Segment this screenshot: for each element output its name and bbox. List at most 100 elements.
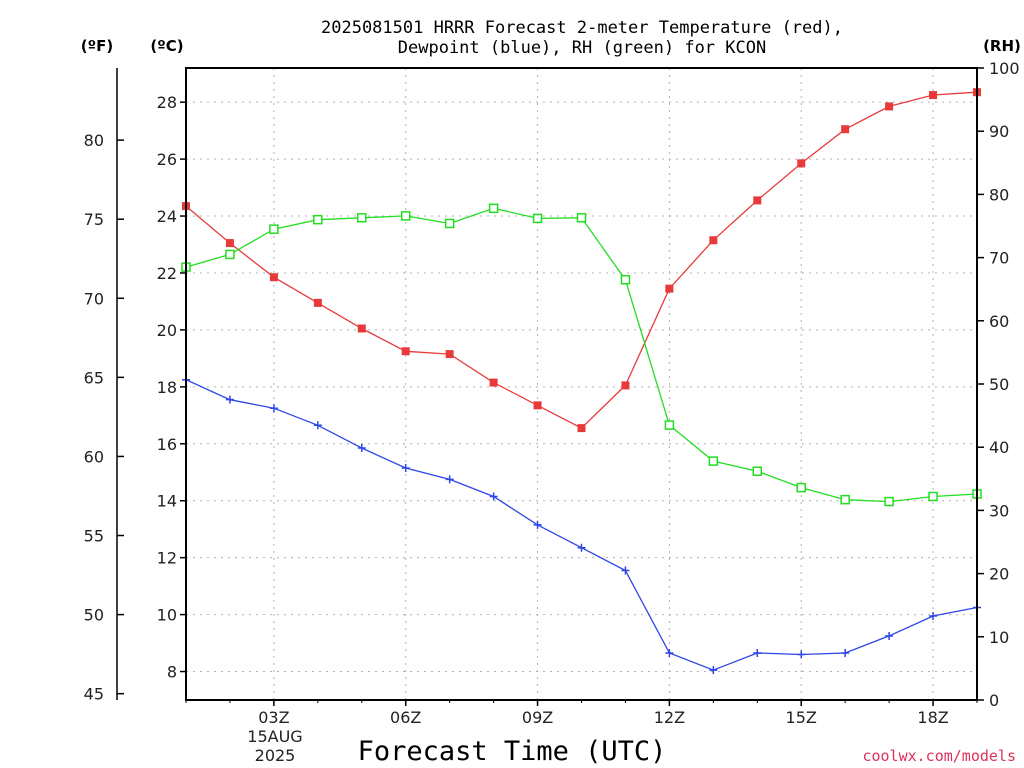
- rh-marker: [664, 420, 675, 430]
- dewpoint-marker: [401, 463, 410, 472]
- temperature-marker: [885, 102, 894, 111]
- dewpoint-marker: [445, 475, 454, 484]
- series-layer: [181, 88, 982, 675]
- dewpoint-line: [185, 379, 978, 671]
- dewpoint-marker: [929, 612, 938, 621]
- dewpoint-marker: [225, 395, 234, 404]
- temperature-marker: [709, 236, 718, 245]
- rh-tick-label: 60: [989, 312, 1009, 331]
- fahrenheit-axis: 45 50 55 60 65 70 75 80: [84, 68, 124, 704]
- temperature-marker: [401, 347, 410, 356]
- rh-marker: [532, 213, 543, 224]
- temperature-line: [185, 91, 978, 429]
- rh-tick-label: 20: [989, 565, 1009, 584]
- rh-marker: [269, 224, 279, 234]
- dewpoint-marker: [489, 492, 498, 501]
- temperature-marker: [533, 401, 542, 410]
- x-tick-label: 06Z: [390, 708, 421, 727]
- rh-marker: [884, 496, 894, 507]
- fahrenheit-tick-label: 75: [84, 210, 104, 229]
- grid: [186, 68, 977, 700]
- rh-marker: [576, 213, 587, 223]
- rh-line: [185, 207, 978, 503]
- rh-marker: [357, 213, 367, 223]
- dewpoint-marker: [621, 566, 630, 575]
- celsius-tick-label: 28: [157, 93, 177, 112]
- temperature-marker: [797, 159, 806, 168]
- rh-unit-label: (RH): [983, 37, 1021, 55]
- rh-marker: [840, 494, 850, 505]
- celsius-tick-label: 26: [157, 150, 177, 169]
- fahrenheit-tick-label: 45: [84, 685, 104, 704]
- celsius-tick-label: 14: [157, 492, 177, 511]
- celsius-tick-label: 16: [157, 435, 177, 454]
- dewpoint-marker: [885, 631, 894, 640]
- dewpoint-marker: [357, 444, 366, 453]
- celsius-tick-label: 10: [157, 606, 177, 625]
- temperature-marker: [929, 91, 938, 100]
- temperature-marker: [665, 284, 674, 293]
- celsius-tick-label: 24: [157, 207, 177, 226]
- chart-title-line1: 2025081501 HRRR Forecast 2-meter Tempera…: [321, 18, 843, 38]
- fahrenheit-tick-label: 60: [84, 447, 104, 466]
- celsius-tick-label: 18: [157, 378, 177, 397]
- temperature-marker: [489, 378, 498, 387]
- x-tick-label: 03Z: [258, 708, 289, 727]
- rh-tick-label: 50: [989, 375, 1009, 394]
- rh-tick-label: 100: [989, 59, 1020, 78]
- dewpoint-marker: [313, 421, 322, 430]
- x-tick-label: 12Z: [654, 708, 685, 727]
- rh-marker: [620, 274, 631, 285]
- dewpoint-marker: [577, 543, 586, 552]
- temperature-marker: [225, 239, 234, 248]
- celsius-unit-label: (ºC): [150, 37, 183, 55]
- rh-tick-label: 10: [989, 628, 1009, 647]
- dewpoint-marker: [841, 649, 850, 658]
- rh-marker: [708, 456, 719, 466]
- temperature-marker: [445, 350, 454, 359]
- rh-marker: [400, 211, 411, 221]
- fahrenheit-tick-label: 65: [84, 368, 104, 387]
- x-date-label-day: 15AUG: [247, 727, 302, 746]
- x-tick-label: 18Z: [917, 708, 948, 727]
- celsius-tick-label: 12: [157, 549, 177, 568]
- rh-tick-label: 0: [989, 691, 999, 710]
- plot-frame: [185, 67, 978, 701]
- temperature-marker: [313, 298, 322, 307]
- axes: 8 10 12 14 16 18 20 22 24 26 28 03Z 06Z 09Z 12Z 15Z 18Z 0…: [157, 59, 1020, 727]
- temperature-marker: [577, 424, 586, 433]
- celsius-tick-label: 8: [167, 663, 177, 682]
- x-tick-label: 15Z: [786, 708, 817, 727]
- celsius-tick-label: 22: [157, 264, 177, 283]
- temperature-marker: [621, 381, 630, 390]
- rh-tick-label: 70: [989, 249, 1009, 268]
- fahrenheit-tick-label: 70: [84, 289, 104, 308]
- rh-marker: [444, 218, 455, 229]
- fahrenheit-tick-label: 50: [84, 606, 104, 625]
- fahrenheit-unit-label: (ºF): [81, 37, 113, 55]
- credit-text: coolwx.com/models: [862, 747, 1016, 765]
- x-date-label-year: 2025: [255, 746, 296, 765]
- temperature-marker: [269, 273, 278, 282]
- dewpoint-marker: [797, 650, 806, 659]
- rh-marker: [225, 249, 235, 260]
- x-tick-label: 09Z: [522, 708, 553, 727]
- rh-marker: [313, 214, 323, 225]
- chart-title-line2: Dewpoint (blue), RH (green) for KCON: [398, 38, 766, 58]
- rh-tick-label: 80: [989, 185, 1009, 204]
- rh-tick-label: 30: [989, 501, 1009, 520]
- dewpoint-marker: [533, 520, 542, 529]
- dewpoint-marker: [753, 649, 762, 658]
- celsius-tick-label: 20: [157, 321, 177, 340]
- rh-marker: [488, 203, 499, 214]
- temperature-marker: [753, 196, 762, 205]
- fahrenheit-tick-label: 55: [84, 527, 104, 546]
- dewpoint-marker: [269, 404, 278, 413]
- temperature-marker: [357, 324, 366, 333]
- fahrenheit-tick-label: 80: [84, 131, 104, 150]
- dewpoint-marker: [665, 649, 674, 658]
- rh-marker: [796, 482, 806, 493]
- rh-marker: [928, 491, 938, 502]
- rh-tick-label: 90: [989, 122, 1009, 141]
- temperature-marker: [841, 125, 850, 134]
